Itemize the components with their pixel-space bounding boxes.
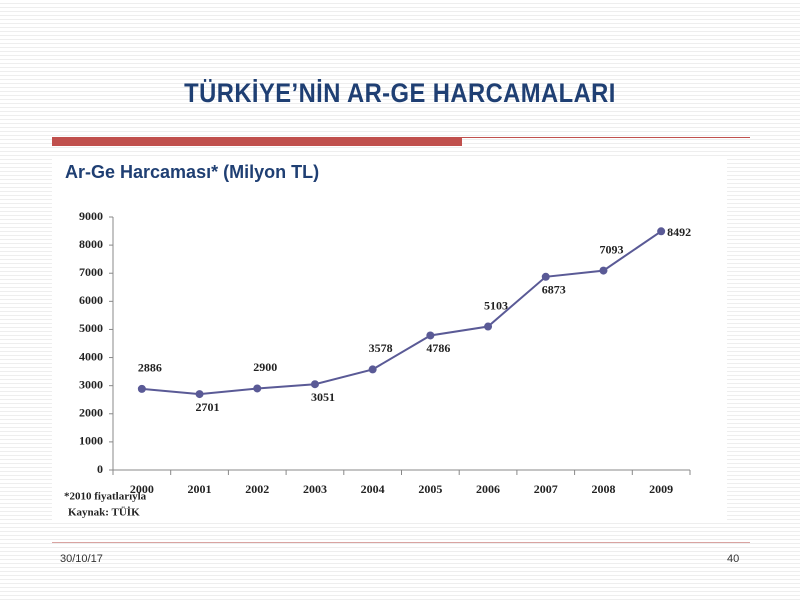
slide-title: TÜRKİYE’NİN AR-GE HARCAMALARI: [184, 78, 616, 108]
x-tick-label: 2005: [418, 482, 442, 496]
page-number: 40: [727, 553, 740, 565]
point: [541, 272, 550, 281]
y-tick-label: 8000: [79, 237, 103, 251]
x-tick-label: 2007: [534, 482, 558, 496]
x-tick-label: 2000: [130, 482, 154, 496]
data-label: 8492: [667, 225, 691, 239]
data-label: 7093: [599, 242, 623, 256]
y-tick-label: 0: [97, 462, 103, 476]
point: [599, 266, 608, 275]
data-label: 2900: [253, 360, 277, 374]
slide-date: 30/10/17: [60, 553, 103, 565]
point: [310, 380, 319, 389]
point: [657, 227, 666, 236]
y-tick-label: 7000: [79, 265, 103, 279]
accent-bar: [52, 137, 462, 146]
y-tick-label: 2000: [79, 406, 103, 420]
point: [484, 322, 493, 331]
data-label: 4786: [426, 341, 450, 355]
x-tick-label: 2008: [591, 482, 615, 496]
y-tick-label: 3000: [79, 377, 103, 391]
y-tick-label: 4000: [79, 349, 103, 363]
point: [368, 365, 377, 374]
point: [137, 384, 146, 393]
footnote: Kaynak: TÜİK: [68, 506, 140, 519]
chart-title: Ar-Ge Harcaması* (Milyon TL): [65, 162, 319, 182]
y-tick-label: 5000: [79, 321, 103, 335]
x-tick-label: 2002: [245, 482, 269, 496]
point: [253, 384, 262, 393]
chart: Ar-Ge Harcaması* (Milyon TL) *2010 fiyat…: [52, 158, 727, 520]
data-label: 5103: [484, 298, 508, 312]
data-label: 6873: [542, 283, 566, 297]
data-label: 3578: [369, 341, 393, 355]
line: [141, 230, 662, 396]
point: [426, 331, 435, 340]
x-tick-label: 2009: [649, 482, 673, 496]
point: [195, 390, 204, 399]
data-label: 3051: [311, 390, 335, 404]
x-tick-label: 2006: [476, 482, 500, 496]
x-tick-label: 2004: [361, 482, 385, 496]
data-label: 2886: [138, 361, 162, 375]
y-tick-label: 1000: [79, 434, 103, 448]
x-tick-label: 2003: [303, 482, 327, 496]
y-tick-label: 9000: [79, 209, 103, 223]
accent-line: [462, 137, 750, 138]
x-tick-label: 2001: [188, 482, 212, 496]
data-label: 2701: [196, 400, 220, 414]
footnote: *2010 fiyatlarıyla: [64, 491, 147, 503]
footer-line: [52, 542, 750, 543]
y-tick-label: 6000: [79, 293, 103, 307]
